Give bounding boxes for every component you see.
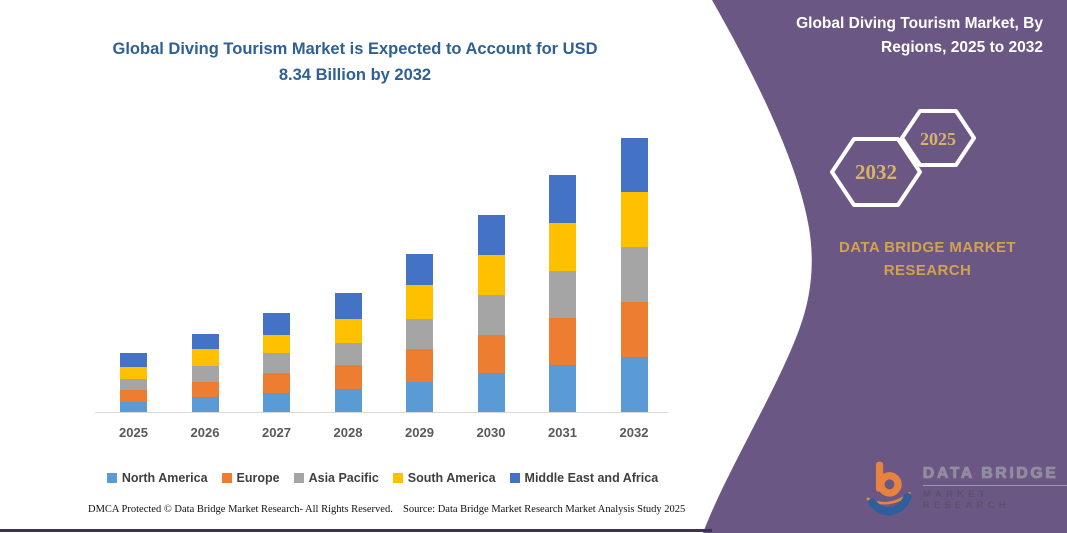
bar-segment-europe	[263, 373, 290, 394]
bar-segment-north-america	[334, 388, 362, 413]
bottom-border-line	[0, 529, 712, 532]
brand-name-text: DATA BRIDGE MARKET RESEARCH	[815, 236, 1040, 283]
legend-marker	[509, 473, 520, 483]
legend-marker	[392, 473, 403, 483]
bar-segment-asia-pacific	[191, 365, 219, 382]
x-axis-label-2031: 2031	[548, 425, 577, 440]
bar-segment-north-america	[191, 397, 219, 413]
bar-segment-middle-east-and-africa	[549, 175, 576, 224]
x-axis-line	[95, 412, 668, 413]
stacked-bar-2028	[334, 292, 362, 413]
bar-segment-middle-east-and-africa	[191, 334, 219, 349]
legend-marker	[106, 473, 117, 483]
bar-segment-europe	[191, 381, 219, 398]
bar-segment-middle-east-and-africa	[620, 137, 648, 193]
brand-name-line1: DATA BRIDGE MARKET	[839, 239, 1016, 256]
legend-item-north-america: North America	[106, 471, 208, 485]
dmca-copyright-text: DMCA Protected © Data Bridge Market Rese…	[88, 504, 393, 515]
bar-segment-europe	[406, 349, 433, 382]
stacked-bar-2030	[477, 215, 505, 413]
bar-segment-north-america	[477, 373, 505, 413]
bar-segment-south-america	[191, 348, 219, 366]
source-text: Source: Data Bridge Market Research Mark…	[403, 504, 686, 515]
logo-tagline: MARKET RESEARCH	[922, 489, 1010, 511]
legend-label: Europe	[236, 471, 280, 485]
legend-label: Asia Pacific	[308, 471, 379, 485]
brand-name-line2: RESEARCH	[883, 262, 972, 280]
panel-title: Global Diving Tourism Market, By Regions…	[796, 15, 1043, 57]
legend-item-south-america: South America	[392, 471, 496, 485]
data-bridge-logo-icon	[866, 461, 912, 516]
stacked-bar-2026	[191, 334, 219, 413]
x-axis-label-2029: 2029	[405, 425, 434, 440]
stacked-bar-2025	[120, 353, 147, 413]
hexagon-year-2025: 2025	[920, 129, 956, 149]
bar-segment-asia-pacific	[406, 319, 433, 350]
bar-segment-middle-east-and-africa	[263, 313, 290, 335]
bar-segment-asia-pacific	[120, 378, 147, 391]
bar-segment-south-america	[120, 366, 147, 379]
bar-segment-south-america	[406, 285, 433, 320]
stacked-bar-2029	[406, 254, 433, 413]
bar-segment-middle-east-and-africa	[477, 215, 505, 255]
bar-segment-europe	[477, 334, 505, 374]
bar-segment-middle-east-and-africa	[120, 353, 147, 367]
legend-label: South America	[407, 471, 496, 485]
hexagon-badge-2025: 2025	[900, 109, 976, 167]
stacked-bar-2032	[620, 137, 648, 413]
x-axis-label-2027: 2027	[262, 425, 291, 440]
bar-segment-asia-pacific	[334, 343, 362, 365]
bar-segment-europe	[549, 318, 576, 366]
hexagon-badge-2032: 2032	[830, 137, 922, 207]
bar-segment-south-america	[334, 318, 362, 344]
bar-segment-asia-pacific	[549, 270, 576, 319]
x-axis-label-2032: 2032	[619, 425, 649, 440]
bar-segment-north-america	[620, 356, 648, 413]
x-axis-label-2025: 2025	[119, 425, 148, 440]
bar-segment-middle-east-and-africa	[334, 292, 362, 319]
bar-segment-south-america	[620, 192, 648, 247]
x-axis-label-2030: 2030	[476, 425, 506, 440]
bar-segment-asia-pacific	[477, 294, 505, 335]
bar-segment-north-america	[406, 381, 433, 413]
chart-legend: North America Europe Asia Pacific South Ame…	[90, 471, 675, 485]
data-bridge-logo: DATA BRIDGE MARKET RESEARCH	[866, 456, 1067, 520]
bar-segment-europe	[620, 301, 648, 357]
bar-segment-south-america	[263, 334, 290, 354]
legend-label: North America	[121, 471, 208, 485]
legend-marker	[221, 473, 232, 483]
bar-segment-middle-east-and-africa	[406, 254, 433, 286]
bar-segment-north-america	[263, 393, 290, 413]
bar-segment-south-america	[549, 223, 576, 271]
legend-label: Middle East and Africa	[524, 471, 659, 485]
chart-title: Global Diving Tourism Market is Expected…	[112, 40, 598, 85]
logo-wordmark: DATA BRIDGE	[922, 465, 1067, 486]
bar-segment-asia-pacific	[620, 246, 648, 302]
legend-item-europe: Europe	[221, 471, 280, 485]
legend-marker	[293, 473, 304, 483]
bar-segment-europe	[334, 364, 362, 389]
legend-item-asia-pacific: Asia Pacific	[293, 471, 379, 485]
stacked-bar-2031	[549, 175, 576, 413]
x-axis-label-2026: 2026	[190, 425, 220, 440]
hexagon-year-2032: 2032	[855, 160, 897, 184]
bar-segment-north-america	[120, 401, 147, 413]
bar-segment-south-america	[477, 254, 505, 295]
bar-segment-north-america	[549, 365, 576, 413]
x-axis-label-2028: 2028	[333, 425, 363, 440]
stacked-bar-2027	[263, 313, 290, 413]
legend-item-middle-east-and-africa: Middle East and Africa	[509, 471, 659, 485]
bar-segment-europe	[120, 390, 147, 402]
bar-segment-asia-pacific	[263, 353, 290, 374]
